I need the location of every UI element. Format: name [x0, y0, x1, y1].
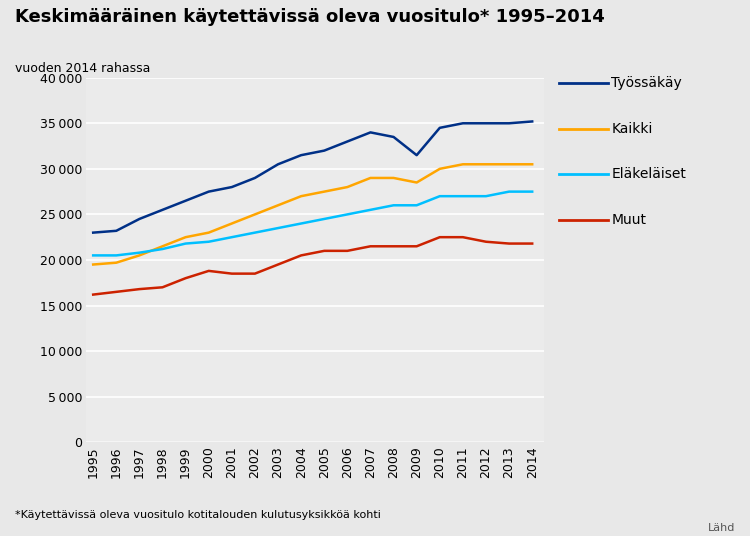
Text: Lähd: Lähd [708, 523, 735, 533]
Text: *Käytettävissä oleva vuositulo kotitalouden kulutusyksikköä kohti: *Käytettävissä oleva vuositulo kotitalou… [15, 510, 381, 520]
Text: Eläkeläiset: Eläkeläiset [611, 167, 686, 181]
Text: Muut: Muut [611, 213, 646, 227]
Text: Kaikki: Kaikki [611, 122, 652, 136]
Text: vuoden 2014 rahassa: vuoden 2014 rahassa [15, 62, 150, 75]
Text: Keskimääräinen käytettävissä oleva vuositulo* 1995–2014: Keskimääräinen käytettävissä oleva vuosi… [15, 8, 604, 26]
Text: Työssäkäy: Työssäkäy [611, 76, 682, 90]
